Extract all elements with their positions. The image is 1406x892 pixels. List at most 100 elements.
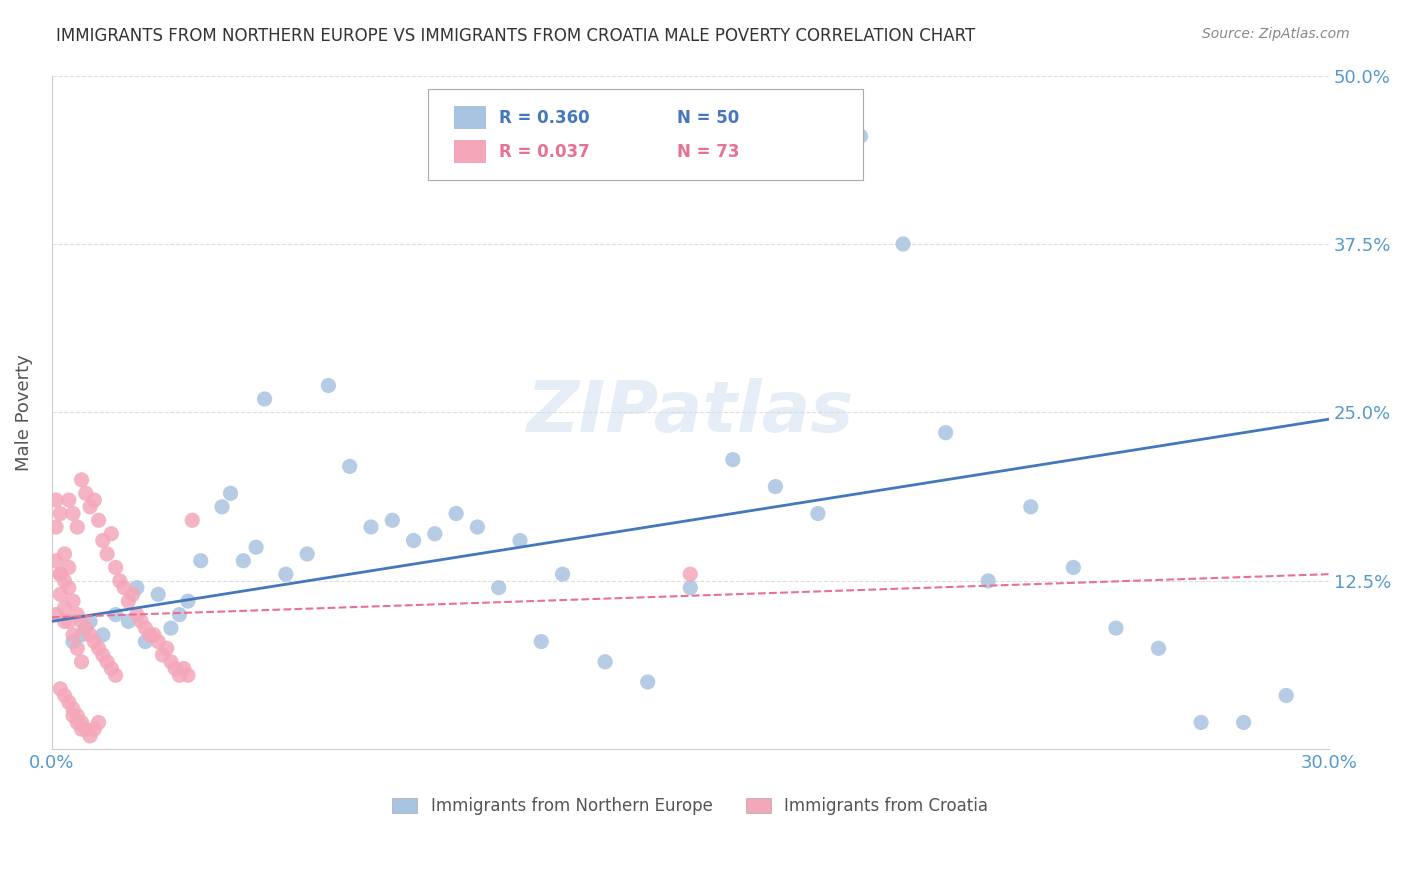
Point: [58, 560, 80, 574]
Point: [45, 493, 67, 508]
Point: [100, 661, 122, 675]
Point: [402, 533, 425, 548]
Point: [274, 567, 297, 582]
Point: [849, 129, 872, 144]
Point: [295, 547, 318, 561]
Text: ZIPatlas: ZIPatlas: [527, 378, 853, 447]
Point: [977, 574, 1000, 588]
Point: [177, 594, 200, 608]
Point: [593, 655, 616, 669]
Point: [58, 695, 80, 709]
Point: [1189, 715, 1212, 730]
Point: [177, 668, 200, 682]
Point: [104, 668, 127, 682]
Point: [49, 567, 72, 582]
Point: [232, 554, 254, 568]
Text: N = 50: N = 50: [678, 109, 740, 127]
Point: [53, 547, 76, 561]
Point: [66, 641, 89, 656]
Point: [49, 507, 72, 521]
Point: [91, 628, 114, 642]
Point: [62, 507, 84, 521]
Point: [125, 581, 148, 595]
FancyBboxPatch shape: [454, 106, 486, 129]
Text: IMMIGRANTS FROM NORTHERN EUROPE VS IMMIGRANTS FROM CROATIA MALE POVERTY CORRELAT: IMMIGRANTS FROM NORTHERN EUROPE VS IMMIG…: [56, 27, 976, 45]
Text: R = 0.037: R = 0.037: [499, 143, 589, 161]
Point: [360, 520, 382, 534]
Point: [87, 513, 110, 527]
Point: [173, 661, 195, 675]
Point: [935, 425, 957, 440]
Point: [75, 486, 97, 500]
Point: [152, 648, 174, 662]
Point: [637, 675, 659, 690]
Text: R = 0.360: R = 0.360: [499, 109, 589, 127]
Point: [58, 615, 80, 629]
Point: [318, 378, 340, 392]
Point: [45, 607, 67, 622]
Point: [49, 587, 72, 601]
Point: [66, 520, 89, 534]
Point: [117, 594, 139, 608]
Point: [96, 547, 118, 561]
Point: [75, 621, 97, 635]
Point: [108, 574, 131, 588]
Point: [181, 513, 204, 527]
Point: [70, 655, 93, 669]
Point: [509, 533, 531, 548]
Point: [75, 722, 97, 736]
Point: [117, 615, 139, 629]
Point: [721, 452, 744, 467]
Point: [1019, 500, 1042, 514]
Point: [134, 621, 156, 635]
Point: [104, 560, 127, 574]
Point: [156, 641, 179, 656]
Point: [138, 628, 160, 642]
Point: [467, 520, 489, 534]
Point: [87, 715, 110, 730]
Point: [58, 581, 80, 595]
Point: [1062, 560, 1084, 574]
Text: Source: ZipAtlas.com: Source: ZipAtlas.com: [1202, 27, 1350, 41]
Text: N = 73: N = 73: [678, 143, 740, 161]
Point: [79, 615, 101, 629]
Point: [53, 600, 76, 615]
Point: [190, 554, 212, 568]
Point: [53, 574, 76, 588]
Point: [125, 607, 148, 622]
Point: [79, 628, 101, 642]
Point: [211, 500, 233, 514]
Point: [160, 655, 183, 669]
Point: [49, 681, 72, 696]
Point: [53, 689, 76, 703]
Point: [1105, 621, 1128, 635]
Point: [253, 392, 276, 406]
Point: [53, 615, 76, 629]
Point: [1147, 641, 1170, 656]
Point: [66, 715, 89, 730]
FancyBboxPatch shape: [454, 139, 486, 163]
Point: [129, 615, 152, 629]
Point: [551, 567, 574, 582]
Point: [83, 722, 105, 736]
Point: [1233, 715, 1256, 730]
Point: [104, 607, 127, 622]
Legend: Immigrants from Northern Europe, Immigrants from Croatia: Immigrants from Northern Europe, Immigra…: [385, 790, 995, 822]
Point: [70, 473, 93, 487]
Point: [146, 587, 169, 601]
Point: [530, 634, 553, 648]
Point: [891, 237, 914, 252]
Point: [339, 459, 361, 474]
Point: [62, 708, 84, 723]
Point: [381, 513, 404, 527]
Point: [91, 533, 114, 548]
Point: [763, 479, 786, 493]
FancyBboxPatch shape: [429, 89, 863, 180]
Point: [142, 628, 165, 642]
Point: [679, 567, 702, 582]
Point: [87, 641, 110, 656]
Point: [219, 486, 242, 500]
Point: [62, 628, 84, 642]
Point: [100, 526, 122, 541]
Point: [160, 621, 183, 635]
